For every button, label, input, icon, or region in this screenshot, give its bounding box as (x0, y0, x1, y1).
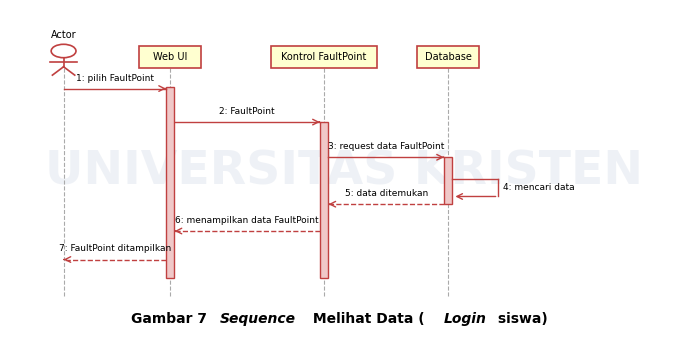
Text: Database: Database (424, 52, 472, 62)
Bar (444, 157, 452, 204)
Text: 5: data ditemukan: 5: data ditemukan (345, 189, 428, 198)
Text: Actor: Actor (51, 30, 76, 40)
Text: Web UI: Web UI (153, 52, 187, 62)
Text: siswa): siswa) (493, 312, 548, 326)
Bar (417, 46, 480, 68)
Text: Kontrol FaultPoint: Kontrol FaultPoint (281, 52, 367, 62)
Text: 3: request data FaultPoint: 3: request data FaultPoint (328, 142, 444, 151)
Text: Gambar 7: Gambar 7 (131, 312, 207, 326)
Text: Login: Login (444, 312, 486, 326)
Text: UNIVERSITAS KRISTEN: UNIVERSITAS KRISTEN (45, 150, 643, 195)
Bar (320, 122, 328, 278)
Bar (271, 46, 377, 68)
Bar (166, 87, 174, 278)
Text: 7: FaultPoint ditampilkan: 7: FaultPoint ditampilkan (58, 244, 171, 254)
Text: 2: FaultPoint: 2: FaultPoint (219, 107, 275, 116)
Text: 1: pilih FaultPoint: 1: pilih FaultPoint (76, 73, 153, 82)
Text: 4: mencari data: 4: mencari data (504, 183, 575, 192)
Text: 6: menampilkan data FaultPoint: 6: menampilkan data FaultPoint (175, 216, 319, 225)
Text: Melihat Data (: Melihat Data ( (308, 312, 424, 326)
Bar (139, 46, 202, 68)
Text: Sequence: Sequence (219, 312, 295, 326)
